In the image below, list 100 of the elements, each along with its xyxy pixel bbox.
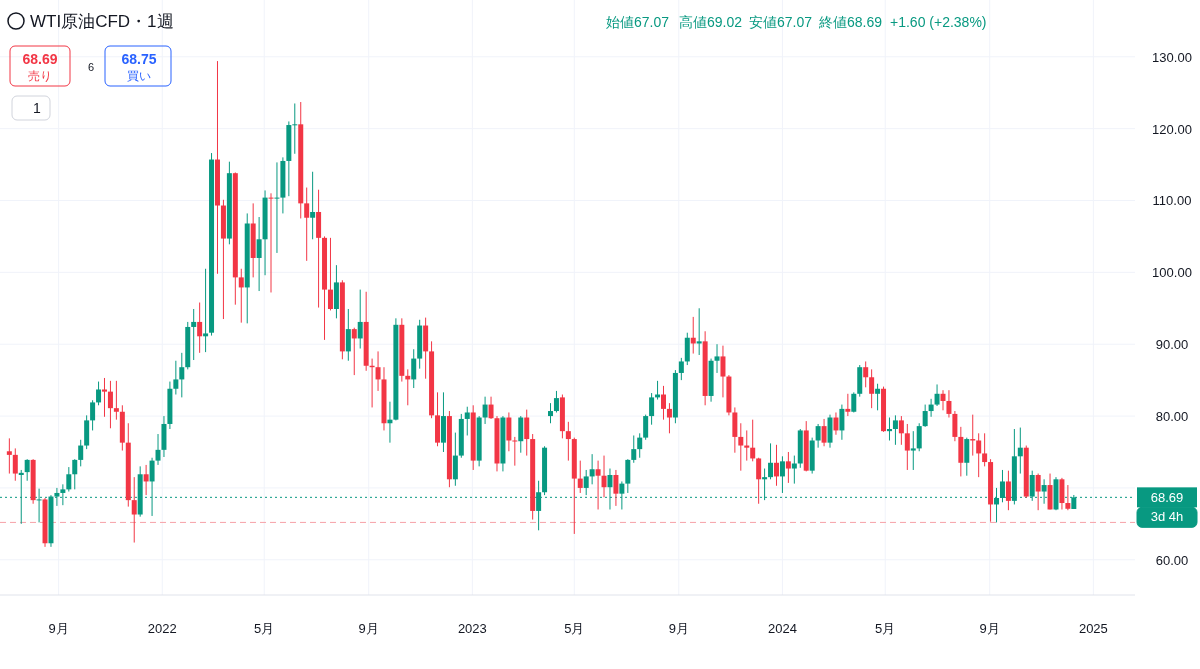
candlestick — [577, 460, 583, 494]
candlestick — [96, 381, 102, 406]
x-tick-label: 5月 — [254, 621, 275, 636]
candlestick — [197, 302, 203, 354]
y-tick-label: 100.00 — [1152, 265, 1192, 281]
candlestick — [892, 414, 898, 446]
candlestick — [756, 457, 762, 505]
candlestick — [512, 436, 518, 467]
candlestick — [506, 411, 512, 452]
annotation: 1 — [33, 100, 42, 116]
candlestick — [179, 352, 185, 398]
candlestick — [904, 423, 910, 471]
candlestick — [869, 368, 875, 409]
candlestick — [845, 393, 851, 417]
candlestick — [976, 432, 982, 478]
candlestick — [131, 476, 137, 544]
candlestick — [839, 404, 845, 441]
candlestick — [518, 415, 524, 454]
candlestick — [714, 343, 720, 374]
candlestick — [952, 410, 958, 442]
candlestick — [916, 422, 922, 452]
candlestick — [773, 444, 779, 487]
x-tick-label: 2022 — [147, 621, 177, 636]
candlestick — [643, 414, 649, 441]
candlestick — [411, 348, 417, 389]
x-tick-label: 9月 — [979, 621, 1000, 636]
candlestick — [357, 289, 363, 350]
candlestick — [898, 415, 904, 446]
candlestick — [595, 460, 601, 510]
candlestick — [886, 417, 892, 441]
candlestick — [821, 418, 827, 447]
candlestick — [964, 437, 970, 477]
candlestick — [779, 455, 785, 494]
text: WTI原油CFD・1週 — [30, 12, 174, 31]
candlestick — [601, 455, 607, 498]
candlestick — [155, 433, 161, 466]
y-tick-label: 110.00 — [1152, 193, 1192, 209]
candlestick — [351, 327, 357, 376]
candlestick — [268, 192, 274, 293]
candlestick — [661, 385, 666, 421]
candlestick — [553, 390, 559, 413]
candlestick — [678, 357, 684, 381]
x-tick-label: 9月 — [668, 621, 689, 636]
candlestick — [464, 406, 470, 436]
y-tick-label: 130.00 — [1152, 49, 1192, 65]
candlestick — [1017, 427, 1023, 475]
candlestick — [649, 392, 655, 426]
candlestick — [173, 360, 179, 396]
candlestick — [637, 432, 643, 459]
candlestick — [613, 469, 619, 507]
candlestick — [102, 377, 107, 418]
candlestick — [274, 161, 280, 254]
candlestick — [6, 437, 12, 475]
candlestick — [304, 187, 310, 262]
candlestick — [922, 404, 928, 428]
annotation: 6 — [87, 61, 95, 73]
annotation: 終値68.69 — [818, 14, 883, 30]
candlestick — [982, 432, 988, 467]
y-tick-label: 90.00 — [1155, 337, 1189, 353]
candlestick — [666, 402, 672, 434]
candlestick — [833, 411, 839, 436]
candlestick — [910, 430, 916, 471]
candlestick — [934, 383, 940, 407]
candlestick — [589, 453, 595, 485]
candlestick — [256, 216, 262, 292]
x-tick-label: 2023 — [457, 621, 487, 636]
candlestick — [875, 383, 881, 411]
candlestick — [452, 432, 458, 487]
candlestick — [310, 171, 316, 240]
candlestick — [1035, 473, 1041, 511]
annotation: 68.75 — [121, 51, 157, 67]
candlestick — [238, 268, 244, 324]
candlestick — [345, 308, 351, 362]
annotation: 売り — [28, 69, 52, 83]
candlestick — [24, 458, 30, 482]
candlestick — [625, 458, 631, 494]
candlestick — [750, 419, 756, 462]
candlestick — [90, 399, 96, 431]
x-tick-label: 2025 — [1078, 621, 1108, 636]
candlestick — [970, 414, 976, 457]
candlestick — [66, 466, 72, 493]
candlestick — [785, 451, 791, 484]
candlestick — [940, 389, 946, 411]
candlestick — [720, 345, 726, 398]
annotation: 68.69 — [22, 51, 58, 67]
candlestick — [12, 447, 18, 482]
candlestick — [791, 455, 797, 485]
candlestick — [863, 360, 869, 388]
candlestick — [744, 429, 750, 462]
y-tick-label: 60.00 — [1155, 552, 1189, 568]
annotation: 買い — [127, 69, 151, 83]
candlestick — [107, 380, 113, 429]
candlestick — [565, 421, 571, 462]
candlestick — [738, 422, 744, 472]
candlestick — [684, 332, 690, 366]
candlestick — [524, 409, 530, 457]
candlestick — [203, 268, 209, 353]
x-tick-label: 5月 — [564, 621, 585, 636]
x-tick-label: 5月 — [875, 621, 896, 636]
candlestick — [482, 396, 488, 425]
